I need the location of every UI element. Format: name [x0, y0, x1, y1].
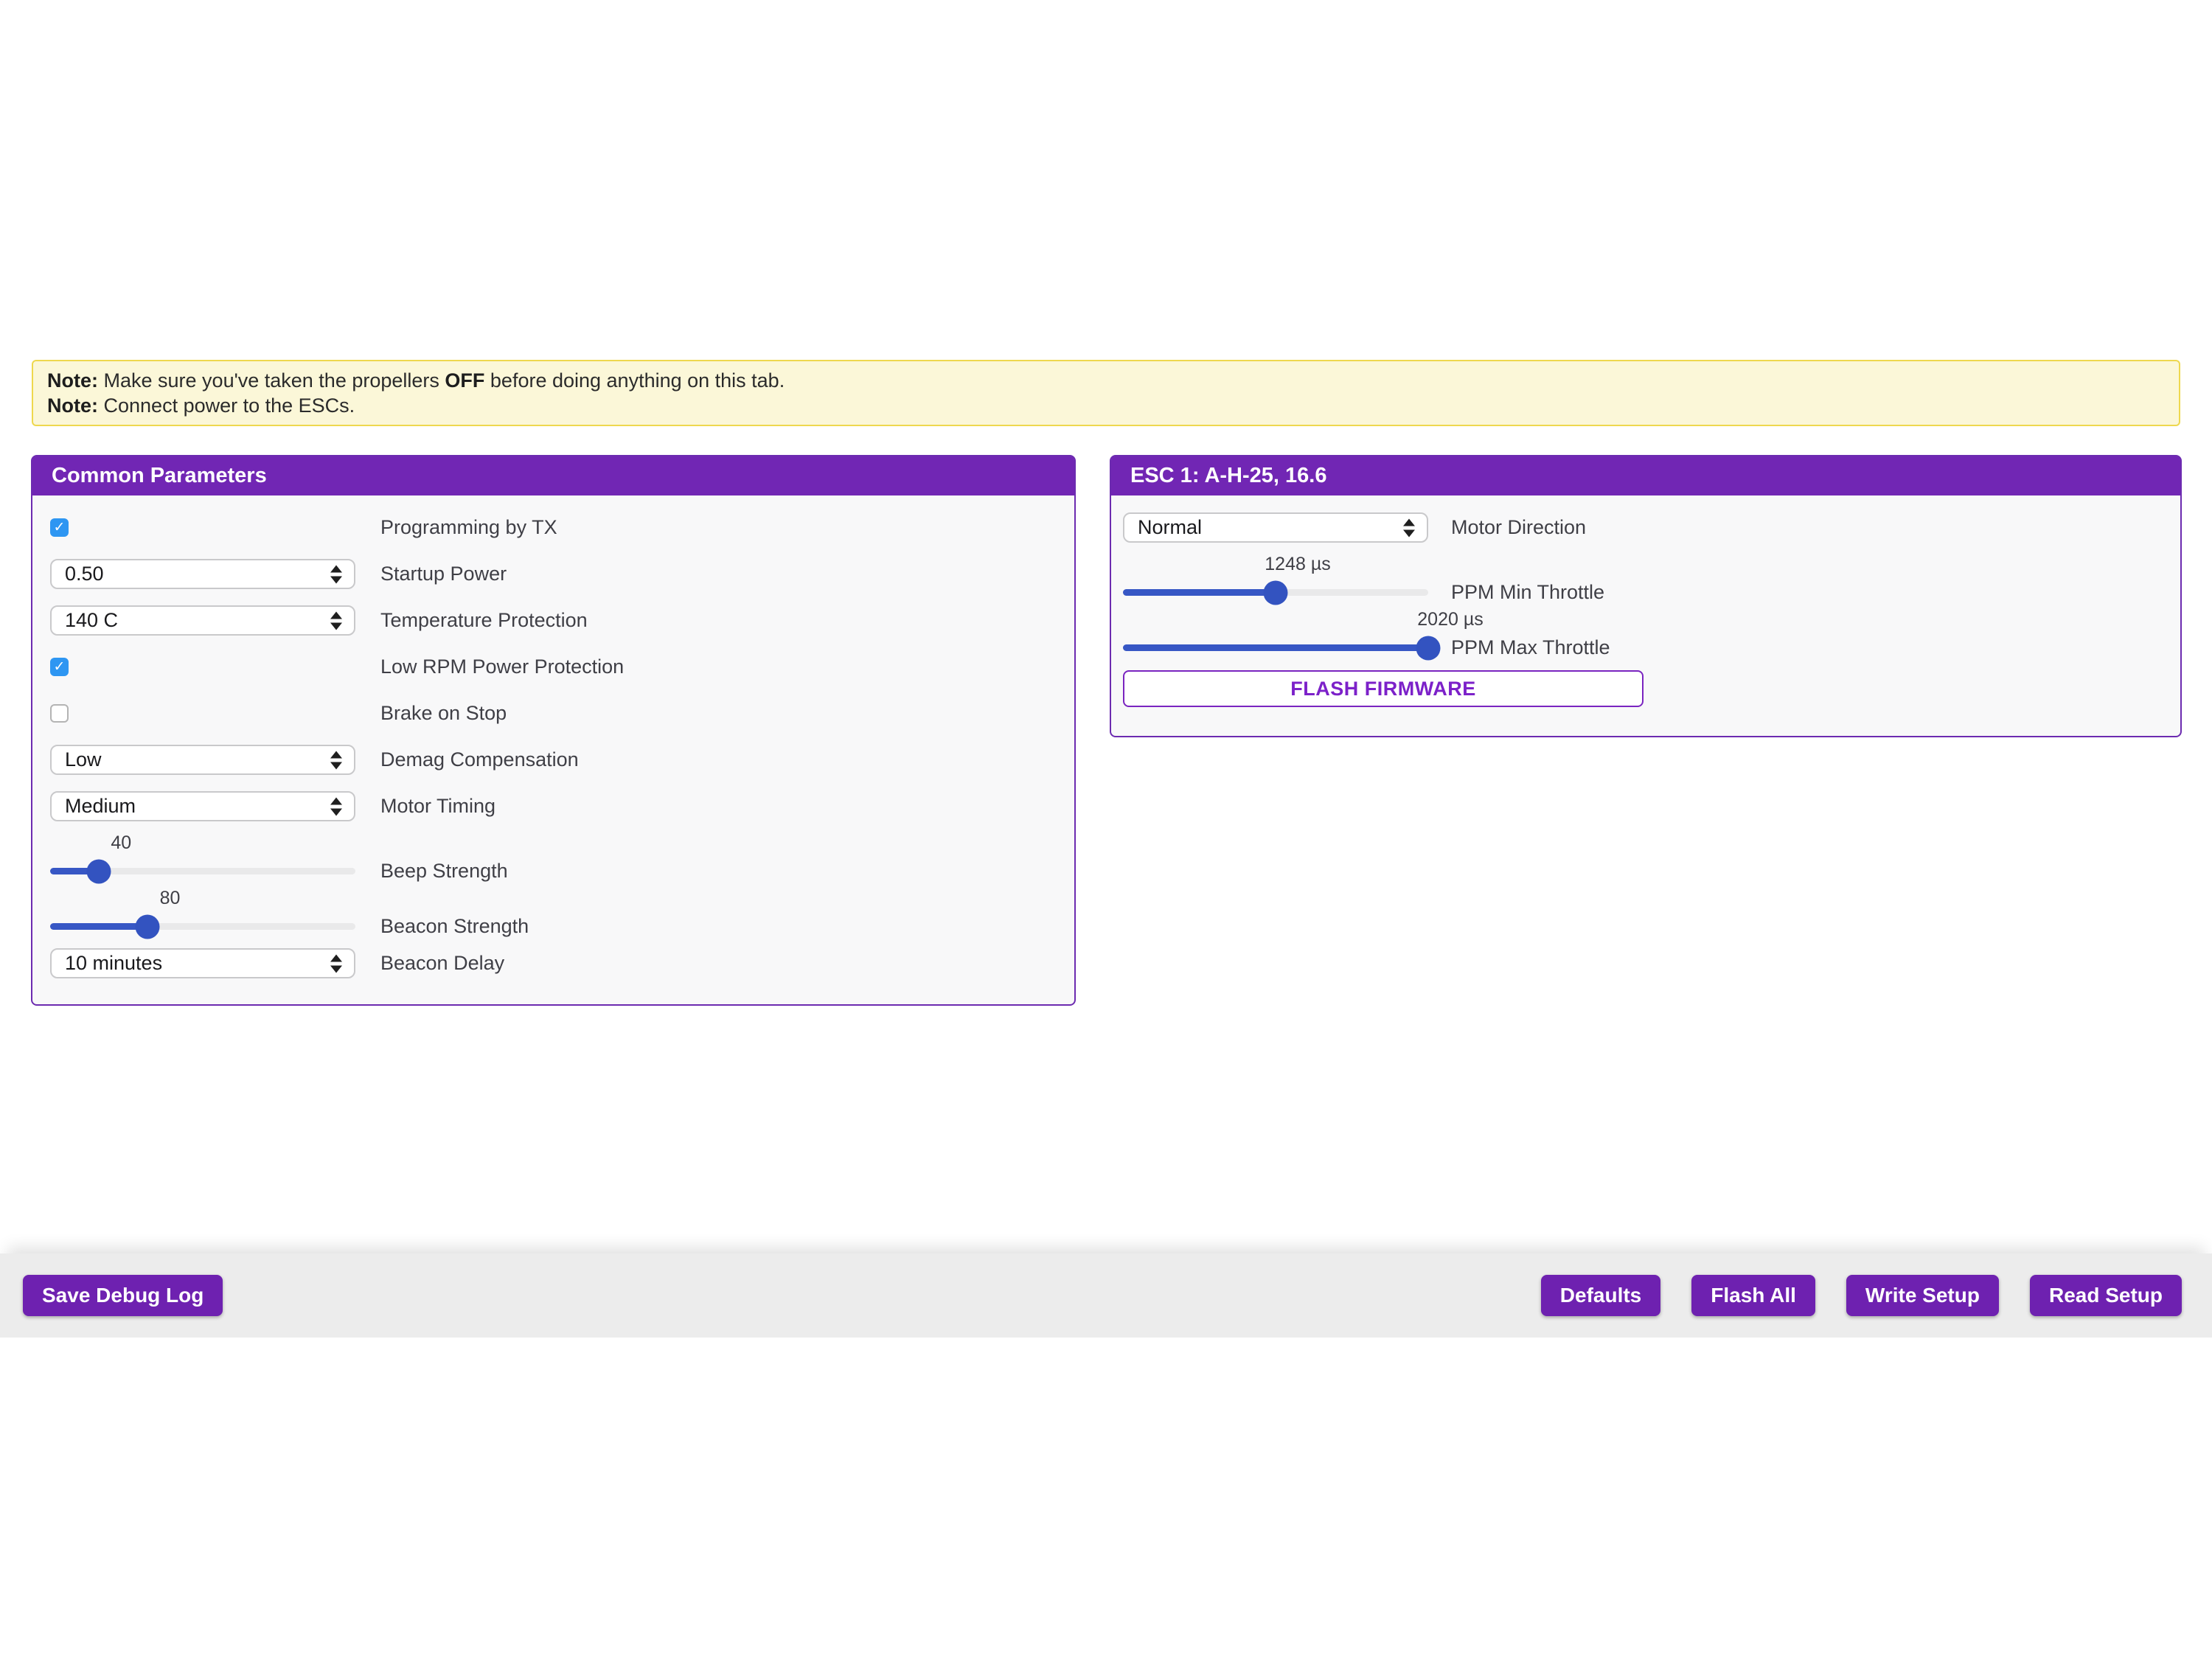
row-label: Brake on Stop — [380, 702, 507, 724]
row-low-rpm-power-protection: ✓ Low RPM Power Protection — [32, 644, 1074, 690]
esc1-body: Normal Motor Direction 1248 µs PPM Min T… — [1111, 495, 2180, 707]
temperature-protection-select[interactable]: 140 C — [50, 605, 355, 636]
row-brake-on-stop: ✓ Brake on Stop — [32, 690, 1074, 737]
panel-title: Common Parameters — [52, 464, 267, 487]
row-beep-strength: 40 Beep Strength — [32, 830, 1074, 885]
row-label: Beacon Delay — [380, 952, 505, 974]
footer-toolbar: Save Debug Log Defaults Flash All Write … — [0, 1253, 2212, 1338]
row-beacon-strength: 80 Beacon Strength — [32, 885, 1074, 940]
select-stepper-icon — [330, 954, 342, 973]
row-label: Beep Strength — [380, 860, 508, 882]
row-motor-timing: Medium Motor Timing — [32, 783, 1074, 830]
esc1-panel: ESC 1: A-H-25, 16.6 Normal Motor Directi… — [1110, 455, 2182, 737]
beep-strength-value: 40 — [111, 832, 132, 853]
select-stepper-icon — [330, 751, 342, 769]
beep-strength-slider[interactable] — [50, 859, 355, 883]
ppm-min-throttle-slider[interactable] — [1123, 580, 1428, 605]
note-emphasis: OFF — [445, 369, 485, 392]
row-label: Motor Timing — [380, 795, 496, 817]
note-line-2: Note: Connect power to the ESCs. — [47, 394, 355, 417]
row-label: Programming by TX — [380, 516, 557, 538]
row-label: Motor Direction — [1451, 516, 1587, 538]
read-setup-button[interactable]: Read Setup — [2029, 1275, 2182, 1316]
note-line-1: Note: Make sure you've taken the propell… — [47, 369, 785, 392]
beacon-delay-select[interactable]: 10 minutes — [50, 948, 355, 978]
save-debug-log-button[interactable]: Save Debug Log — [23, 1275, 223, 1316]
slider-thumb[interactable] — [135, 914, 160, 939]
common-parameters-body: ✓ Programming by TX 0.50 Startup Power 1… — [32, 495, 1074, 987]
startup-power-select[interactable]: 0.50 — [50, 559, 355, 589]
write-setup-button[interactable]: Write Setup — [1846, 1275, 1999, 1316]
low-rpm-power-protection-checkbox[interactable]: ✓ — [50, 658, 69, 676]
select-stepper-icon — [330, 611, 342, 630]
ppm-max-throttle-slider[interactable] — [1123, 636, 1441, 660]
row-label: Demag Compensation — [380, 748, 579, 771]
slider-thumb[interactable] — [1416, 636, 1441, 660]
row-label: Startup Power — [380, 563, 507, 585]
programming-by-tx-checkbox[interactable]: ✓ — [50, 518, 69, 537]
row-label: Beacon Strength — [380, 915, 529, 937]
select-stepper-icon — [330, 565, 342, 583]
row-beacon-delay: 10 minutes Beacon Delay — [32, 940, 1074, 987]
row-label: Temperature Protection — [380, 609, 588, 631]
row-label: PPM Min Throttle — [1451, 581, 1605, 603]
row-temperature-protection: 140 C Temperature Protection — [32, 597, 1074, 644]
row-ppm-min-throttle: 1248 µs PPM Min Throttle — [1111, 551, 2180, 606]
ppm-min-throttle-value: 1248 µs — [1265, 554, 1331, 574]
esc1-header: ESC 1: A-H-25, 16.6 — [1111, 456, 2180, 495]
note-label: Note: — [47, 394, 98, 417]
select-stepper-icon — [330, 797, 342, 815]
ppm-max-throttle-value: 2020 µs — [1417, 609, 1484, 630]
row-demag-compensation: Low Demag Compensation — [32, 737, 1074, 783]
note-banner: Note: Make sure you've taken the propell… — [32, 360, 2180, 426]
check-icon: ✓ — [53, 659, 66, 675]
row-ppm-max-throttle: 2020 µs PPM Max Throttle — [1111, 606, 2180, 661]
slider-thumb[interactable] — [1263, 580, 1288, 605]
beacon-strength-slider[interactable] — [50, 914, 355, 939]
common-parameters-header: Common Parameters — [32, 456, 1074, 495]
flash-firmware-row: FLASH FIRMWARE — [1111, 661, 2180, 707]
defaults-button[interactable]: Defaults — [1540, 1275, 1661, 1316]
panel-title: ESC 1: A-H-25, 16.6 — [1130, 464, 1327, 487]
row-motor-direction: Normal Motor Direction — [1111, 504, 2180, 551]
row-programming-by-tx: ✓ Programming by TX — [32, 504, 1074, 551]
flash-all-button[interactable]: Flash All — [1691, 1275, 1815, 1316]
slider-thumb[interactable] — [86, 859, 111, 883]
motor-timing-select[interactable]: Medium — [50, 791, 355, 821]
check-icon: ✓ — [53, 520, 66, 535]
select-stepper-icon — [1403, 518, 1415, 537]
demag-compensation-select[interactable]: Low — [50, 745, 355, 775]
note-label: Note: — [47, 369, 98, 392]
common-parameters-panel: Common Parameters ✓ Programming by TX 0.… — [31, 455, 1076, 1006]
row-startup-power: 0.50 Startup Power — [32, 551, 1074, 597]
motor-direction-select[interactable]: Normal — [1123, 512, 1428, 543]
beacon-strength-value: 80 — [159, 888, 181, 908]
brake-on-stop-checkbox[interactable]: ✓ — [50, 704, 69, 723]
flash-firmware-button[interactable]: FLASH FIRMWARE — [1123, 670, 1644, 707]
row-label: PPM Max Throttle — [1451, 636, 1610, 658]
row-label: Low RPM Power Protection — [380, 655, 625, 678]
